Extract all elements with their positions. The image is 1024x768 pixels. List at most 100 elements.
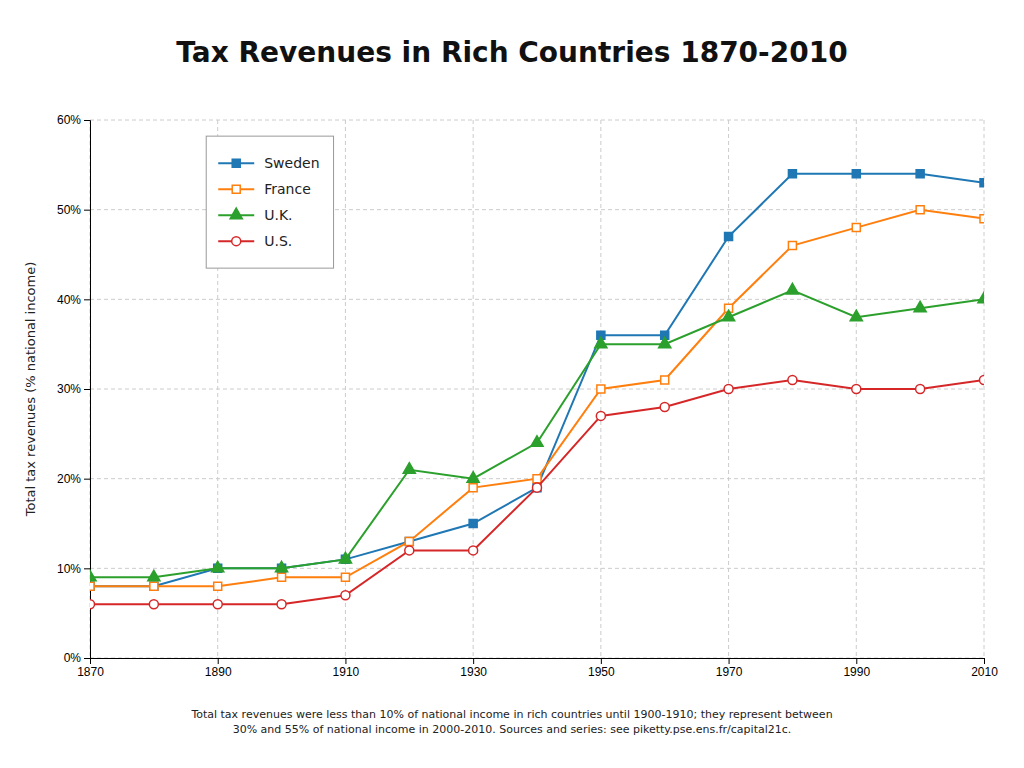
caption: Total tax revenues were less than 10% of…	[190, 708, 832, 736]
tick-mark	[601, 658, 602, 664]
tick-label: 30%	[57, 382, 81, 396]
legend-label: U.K.	[264, 207, 292, 223]
line	[90, 290, 984, 577]
legend-item: France	[218, 181, 311, 197]
point	[405, 537, 413, 545]
point	[914, 301, 926, 312]
tick-mark	[84, 479, 90, 480]
y-axis: 0% 10% 20% 30% 40% 50% 60%	[57, 113, 91, 665]
grid-line	[90, 120, 984, 121]
tick-label: 40%	[57, 293, 81, 307]
tick: 1990	[843, 658, 870, 679]
point	[405, 537, 413, 545]
tick: 40%	[57, 293, 90, 307]
tick-label: 1930	[460, 665, 487, 679]
point	[660, 402, 669, 411]
legend-marker	[232, 185, 240, 193]
tick-mark	[84, 568, 90, 569]
point	[90, 582, 94, 590]
point	[725, 233, 733, 241]
title: Tax Revenues in Rich Countries 1870-2010	[176, 36, 847, 69]
point	[659, 337, 671, 348]
legend-marker	[232, 237, 241, 246]
legend-item: U.S.	[218, 233, 292, 249]
point	[90, 570, 96, 581]
tick-label: 50%	[57, 203, 81, 217]
tick: 2010	[971, 658, 998, 679]
y-axis-title: Total tax revenues (% national income)	[23, 262, 38, 518]
x-axis: 1870 1890 1910 1930 1950 1970 1990 2010	[77, 658, 998, 679]
tick-label: 1890	[205, 665, 232, 679]
line	[90, 380, 984, 604]
tick: 20%	[57, 472, 90, 486]
point	[277, 600, 286, 609]
tick-mark	[345, 658, 346, 664]
point	[850, 310, 862, 321]
tick: 1930	[460, 658, 487, 679]
legend-label: France	[264, 181, 311, 197]
point	[212, 561, 224, 572]
point	[469, 484, 477, 492]
tick-label: 1950	[588, 665, 615, 679]
tick-label: 60%	[57, 113, 81, 127]
tick-label: 1970	[716, 665, 743, 679]
tick: 1910	[333, 658, 360, 679]
tick-mark	[84, 120, 90, 121]
grid-line	[90, 299, 984, 300]
point	[90, 600, 95, 609]
point	[214, 582, 222, 590]
point	[341, 591, 350, 600]
tick: 1890	[205, 658, 232, 679]
tick-mark	[84, 658, 90, 659]
point	[979, 376, 984, 385]
tick: 60%	[57, 113, 90, 127]
point	[150, 582, 158, 590]
point	[786, 283, 798, 294]
point	[980, 179, 984, 187]
legend-marker	[232, 159, 240, 167]
legend-frame	[206, 136, 333, 268]
legend-label: Sweden	[264, 155, 319, 171]
legend: Sweden France U.K. U.S.	[206, 136, 333, 268]
tick-label: 1990	[843, 665, 870, 679]
point	[213, 600, 222, 609]
tick-mark	[218, 658, 219, 664]
tick-label: 0%	[64, 651, 82, 665]
point	[722, 310, 734, 321]
point	[90, 582, 94, 590]
point	[661, 376, 669, 384]
tick-mark	[856, 658, 857, 664]
point	[469, 520, 477, 528]
point	[852, 384, 861, 393]
point	[916, 170, 924, 178]
tick: 10%	[57, 562, 90, 576]
point	[788, 242, 796, 250]
point	[532, 483, 541, 492]
grid-line	[473, 120, 474, 658]
point	[533, 475, 541, 483]
tick-mark	[729, 658, 730, 664]
tick: 30%	[57, 382, 90, 396]
plot: 1870 1890 1910 1930 1950 1970 1990 2010 0% 10% 20%…	[57, 113, 998, 678]
tick-label: 1870	[77, 665, 104, 679]
point	[724, 384, 733, 393]
point	[596, 411, 605, 420]
tick-label: 20%	[57, 472, 81, 486]
point	[788, 376, 797, 385]
tick: 0%	[64, 651, 90, 665]
point	[916, 206, 924, 214]
tick-mark	[84, 210, 90, 211]
point	[597, 385, 605, 393]
point	[150, 582, 158, 590]
point	[275, 561, 287, 572]
point	[595, 337, 607, 348]
point	[341, 573, 349, 581]
point	[469, 546, 478, 555]
tick: 1950	[588, 658, 615, 679]
point	[531, 436, 543, 447]
point	[788, 170, 796, 178]
series	[90, 283, 984, 580]
tick-mark	[84, 389, 90, 390]
point	[149, 600, 158, 609]
grid	[90, 120, 984, 658]
